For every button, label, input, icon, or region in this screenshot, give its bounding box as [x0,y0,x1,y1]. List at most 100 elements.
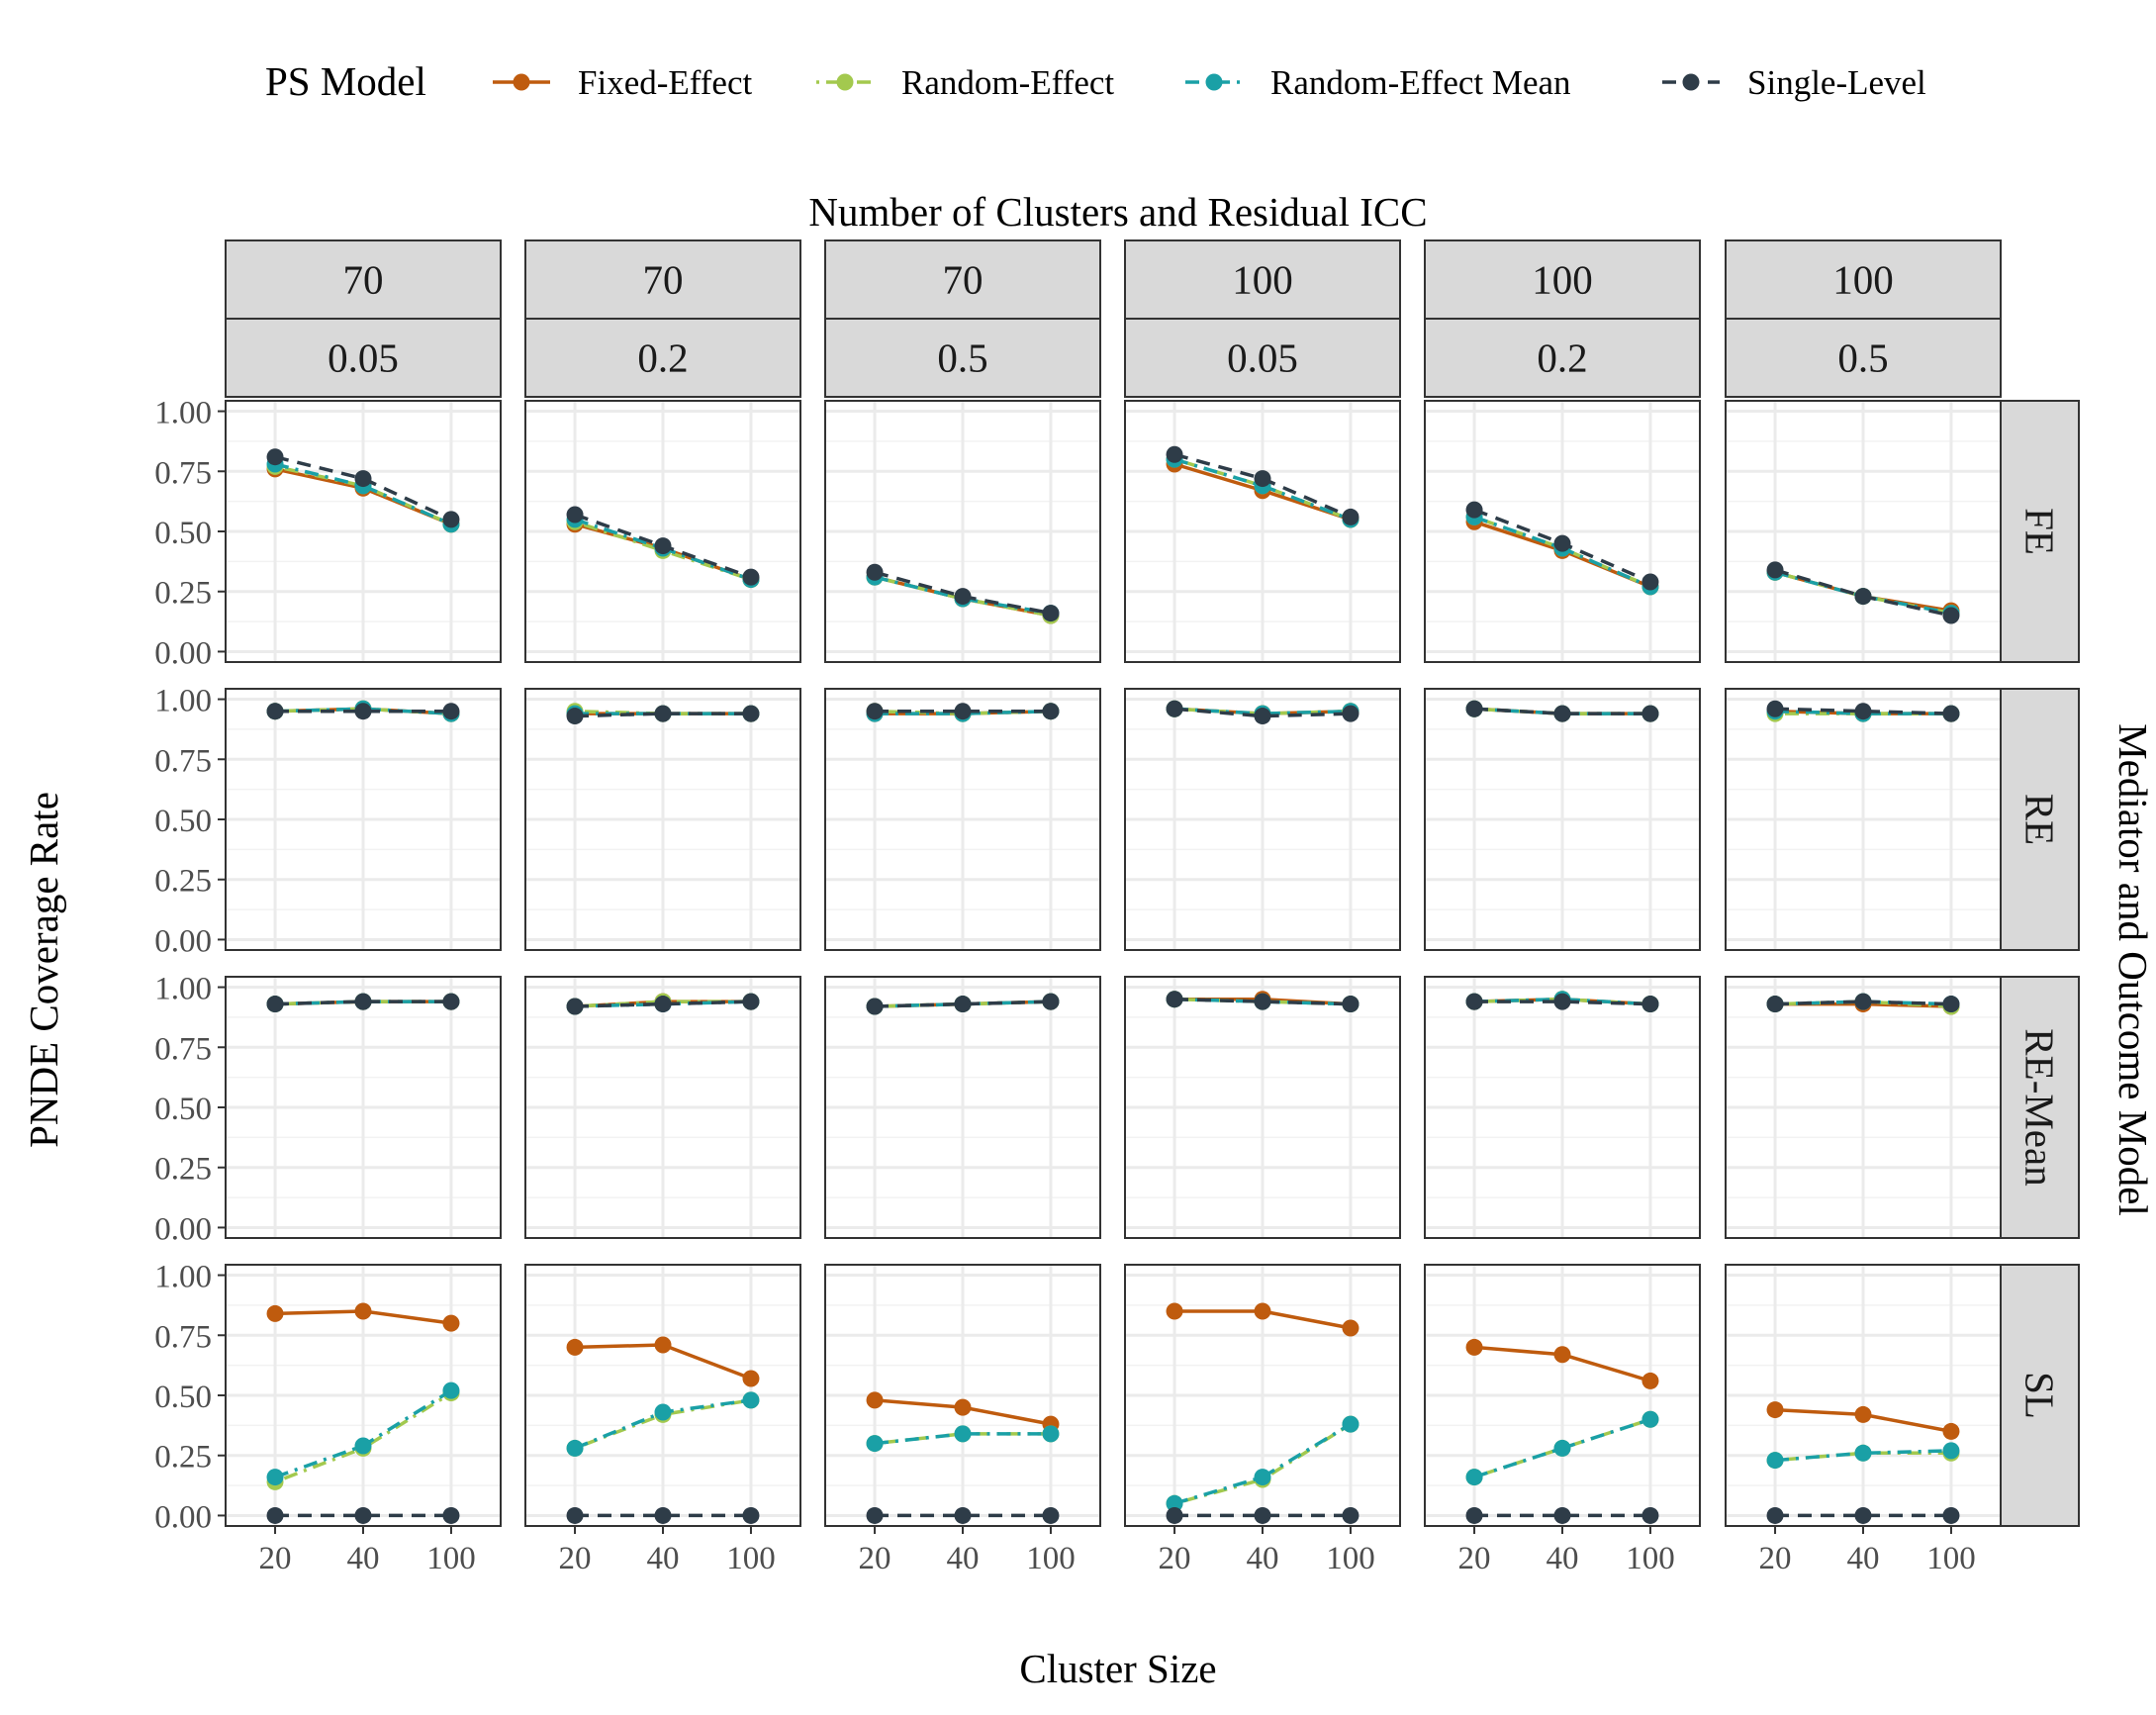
strip-icc-label: 0.5 [1837,335,1888,381]
series-line-random-effect-mean [274,462,452,526]
data-point [442,1506,460,1524]
data-point [1854,993,1872,1010]
strip-clusters-label: 100 [1532,257,1593,303]
data-point [742,568,760,586]
data-point [1766,996,1784,1013]
series-line-single-level [1774,1000,1952,1006]
panels [225,400,2002,1527]
y-tick-label: 1.00 [154,972,212,1007]
data-point [954,1425,972,1443]
panel [824,400,1101,663]
series-line-single-level [274,455,452,522]
panel-border [524,400,801,663]
legend-title: PS Model [265,58,426,104]
y-tick-label: 0.75 [154,1031,212,1067]
data-point [1042,993,1060,1010]
data-point [1854,1405,1872,1423]
y-axis-title: PNDE Coverage Rate [21,792,66,1148]
data-point [866,1435,884,1453]
data-point [1166,700,1183,717]
data-point [1342,996,1359,1013]
data-point [654,705,672,722]
strip-icc-box [1124,318,1401,398]
y-tick-label: 0.00 [154,923,212,959]
data-point [742,1370,760,1387]
strip-icc-box [824,318,1101,398]
data-point [1166,991,1183,1008]
data-point [1766,1506,1784,1524]
strip-row-label: FE [2017,508,2063,555]
panel-border [824,400,1101,663]
data-point [1254,1302,1271,1320]
data-point [742,1391,760,1409]
series-line-single-level [1173,707,1352,718]
data-point [1166,1494,1183,1512]
data-point [1641,996,1659,1013]
x-tick-label: 100 [1626,1541,1675,1576]
data-point [1553,993,1571,1010]
x-tick-label: 20 [1759,1541,1792,1576]
legend-label: Random-Effect Mean [1270,63,1571,102]
x-tick-label: 40 [347,1541,380,1576]
panel [1725,976,2002,1239]
y-tick-label: 1.00 [154,684,212,719]
data-point [1254,1506,1271,1524]
data-point [1766,700,1784,717]
panel [524,1264,801,1527]
y-tick-label: 0.25 [154,1152,212,1188]
x-tick-label: 40 [947,1541,980,1576]
x-tick-label: 100 [1326,1541,1375,1576]
data-point [866,563,884,581]
panel [1124,688,1401,951]
series-line-single-level [1473,707,1650,715]
data-point [1166,1302,1183,1320]
data-point [1641,705,1659,722]
data-point [1942,1506,1960,1524]
legend-key-point [1205,73,1223,91]
legend-label: Single-Level [1747,63,1926,102]
x-tick-label: 40 [647,1541,680,1576]
x-tick-label: 40 [1247,1541,1279,1576]
x-tick-label: 100 [1926,1541,1976,1576]
data-point [654,537,672,555]
data-point [1042,605,1060,622]
data-point [1854,1506,1872,1524]
y-tick-label: 0.50 [154,516,212,551]
data-point [266,703,284,720]
x-tick-label: 20 [559,1541,592,1576]
data-point [1641,1506,1659,1524]
panel [824,976,1101,1239]
data-point [266,448,284,466]
x-tick-label: 100 [726,1541,776,1576]
strip-row-box [2000,688,2080,951]
y-tick-label: 1.00 [154,396,212,431]
panel [1725,400,2002,663]
strip-icc-label: 0.5 [937,335,987,381]
data-point [266,1506,284,1524]
legend: PS Model Fixed-Effect Random-Effect Random… [265,58,1926,104]
x-tick-label: 40 [1847,1541,1880,1576]
data-point [442,993,460,1010]
strip-icc-box [1725,318,2002,398]
panel [225,688,502,951]
strip-icc-label: 0.2 [1537,335,1587,381]
data-point [1942,1422,1960,1440]
panel [524,400,801,663]
data-point [1942,996,1960,1013]
x-tick-label: 100 [426,1541,476,1576]
y-tick-label: 0.00 [154,1499,212,1535]
data-point [1342,1506,1359,1524]
data-point [566,1338,584,1356]
data-point [1553,1439,1571,1457]
data-point [742,993,760,1010]
data-point [1342,1319,1359,1337]
strip-icc-label: 0.05 [1227,335,1298,381]
series-line-single-level [274,1000,451,1006]
data-point [1854,1444,1872,1462]
data-point [1042,1506,1060,1524]
strip-row-box [2000,976,2080,1239]
x-axis-title: Cluster Size [1019,1646,1216,1691]
strip-clusters-box [524,239,801,320]
data-point [442,1382,460,1399]
x-tick-label: 20 [1159,1541,1191,1576]
